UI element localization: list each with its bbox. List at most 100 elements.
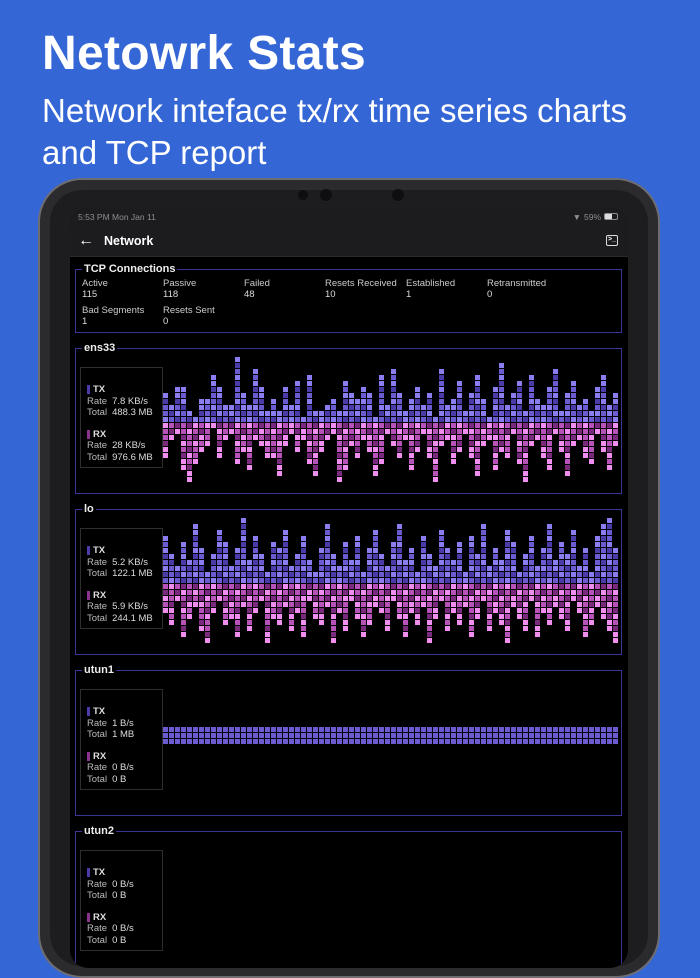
rx-cell [211,596,216,601]
tx-cell [241,727,246,732]
rx-cell [301,584,306,589]
tx-cell [175,411,180,416]
tx-cell [241,536,246,541]
tx-cell [547,417,552,422]
rx-cell [373,429,378,434]
tx-cell [571,727,576,732]
tx-cell [541,554,546,559]
rx-cell [475,590,480,595]
rx-cell [535,423,540,428]
rx-cell [487,423,492,428]
tx-cell [385,411,390,416]
tx-cell [487,733,492,738]
tx-cell [325,560,330,565]
rx-cell [325,590,330,595]
tx-cell [421,405,426,410]
rx-cell [565,447,570,452]
rx-cell [469,602,474,607]
rx-cell [613,429,618,434]
rx-cell [427,584,432,589]
terminal-button[interactable]: >_ [606,235,618,246]
tx-cell [583,739,588,744]
tx-cell [397,566,402,571]
tx-cell [253,536,258,541]
tx-cell [181,411,186,416]
tx-cell [199,727,204,732]
tx-cell [373,542,378,547]
tx-cell [433,739,438,744]
rx-cell [409,602,414,607]
tx-cell [487,727,492,732]
tx-cell [499,566,504,571]
rx-cell [415,590,420,595]
tx-cell [475,393,480,398]
tx-cell [451,727,456,732]
tx-cell [343,733,348,738]
tx-cell [601,411,606,416]
tx-cell [553,387,558,392]
tx-cell [529,566,534,571]
rx-cell [385,423,390,428]
rx-cell [535,602,540,607]
rx-cell [283,441,288,446]
rx-cell [427,429,432,434]
tx-cell [397,560,402,565]
tx-cell [505,548,510,553]
rx-cell [565,614,570,619]
rx-cell [343,596,348,601]
tx-cell [235,381,240,386]
rx-cell [517,608,522,613]
rx-cell [391,441,396,446]
tx-cell [211,560,216,565]
tx-cell [577,727,582,732]
rx-cell [421,602,426,607]
rx-cell [415,423,420,428]
rx-cell [583,602,588,607]
tx-cell [439,393,444,398]
rx-cell [523,435,528,440]
rx-cell [577,423,582,428]
tx-cell [391,387,396,392]
tx-cell [361,393,366,398]
tx-cell [397,548,402,553]
tx-cell [337,417,342,422]
tx-cell [229,566,234,571]
rx-cell [277,429,282,434]
tx-cell [529,381,534,386]
tx-cell [235,739,240,744]
back-button[interactable]: ← [78,231,94,249]
rx-cell [583,423,588,428]
tx-cell [427,739,432,744]
tx-cell [229,727,234,732]
tx-cell [385,578,390,583]
tx-cell [325,739,330,744]
rate-label: Rate [87,556,108,568]
tx-cell [331,578,336,583]
rx-cell [589,459,594,464]
tx-cell [529,548,534,553]
rx-cell [523,620,528,625]
tx-cell [481,542,486,547]
rx-cell [517,429,522,434]
tx-cell [253,399,258,404]
rx-cell [331,596,336,601]
rx-cell [337,596,342,601]
tx-cell [565,578,570,583]
rx-cell [355,423,360,428]
rx-cell [355,590,360,595]
rx-cell [607,584,612,589]
rx-cell [445,423,450,428]
rx-cell [319,590,324,595]
rx-cell [295,447,300,452]
rx-cell [433,429,438,434]
tx-cell [571,733,576,738]
tx-cell [205,572,210,577]
tx-cell [595,554,600,559]
tx-cell [571,554,576,559]
tx-cell [475,399,480,404]
tx-cell [559,739,564,744]
tx-cell [583,566,588,571]
rx-cell [235,429,240,434]
rx-cell [373,459,378,464]
tx-cell [409,733,414,738]
